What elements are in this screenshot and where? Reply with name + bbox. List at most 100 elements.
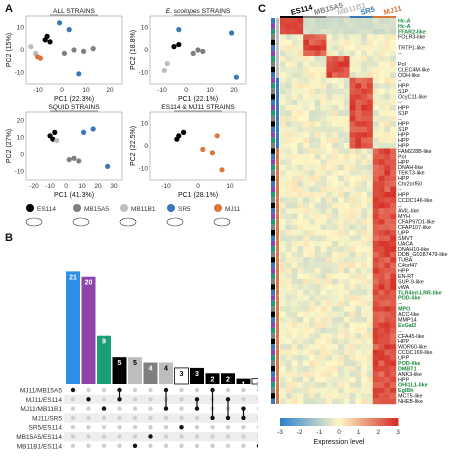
heatmap-cell: [343, 349, 350, 356]
heatmap-cell: [390, 306, 397, 312]
heatmap-cell: [280, 268, 286, 274]
pca-point: [174, 136, 180, 142]
colorbar-segment: [395, 418, 399, 426]
heatmap-row-annotation: [271, 126, 275, 133]
heatmap-row-group: [276, 213, 279, 220]
heatmap-row-label: MMP14: [398, 317, 417, 323]
heatmap-cell: [332, 39, 339, 46]
heatmap-cell: [291, 333, 298, 339]
heatmap-cell: [291, 317, 298, 323]
heatmap-cell: [378, 393, 385, 399]
heatmap-cell: [285, 311, 292, 318]
heatmap-cell: [378, 387, 385, 394]
heatmap-cell: [343, 262, 350, 269]
heatmap-cell: [320, 159, 327, 165]
heatmap-cell: [297, 143, 304, 149]
heatmap-cell: [361, 143, 368, 149]
heatmap-cell: [372, 257, 379, 263]
heatmap-cell: [309, 311, 315, 318]
heatmap-cell: [280, 132, 286, 138]
heatmap-cell: [320, 186, 327, 193]
heatmap-cell: [372, 202, 379, 209]
heatmap-cell: [309, 83, 315, 89]
colorbar-tick: 2: [377, 429, 381, 436]
heatmap-cell: [361, 338, 368, 345]
heatmap-cell: [384, 219, 391, 225]
heatmap-cell: [349, 300, 356, 307]
heatmap-cell: [280, 153, 286, 160]
heatmap-cell: [343, 224, 350, 231]
heatmap-cell: [326, 295, 333, 301]
heatmap-cell: [367, 338, 373, 345]
upset-dot: [132, 397, 138, 402]
heatmap-cell: [378, 278, 385, 285]
heatmap-cell: [326, 349, 333, 356]
heatmap-row-group: [276, 387, 279, 394]
heatmap-cell: [361, 181, 368, 187]
heatmap-row-annotation: [271, 202, 275, 209]
heatmap-cell: [349, 50, 356, 57]
heatmap-cell: [285, 382, 292, 388]
heatmap-cell: [297, 382, 304, 388]
heatmap-cell: [349, 393, 356, 399]
heatmap-cell: [355, 181, 362, 187]
heatmap-cell: [367, 251, 373, 258]
heatmap-cell: [285, 115, 292, 122]
heatmap-cell: [291, 322, 298, 329]
colorbar-segment: [350, 418, 355, 426]
heatmap-cell: [355, 349, 362, 356]
heatmap-cell: [349, 39, 356, 46]
heatmap-cell: [378, 230, 385, 236]
heatmap-cell: [372, 235, 379, 242]
heatmap-cell: [384, 39, 391, 46]
heatmap-cell: [314, 317, 321, 323]
heatmap-cell: [390, 197, 397, 204]
heatmap-row-label: --: [398, 78, 402, 84]
heatmap-cell: [349, 376, 356, 383]
upset-dot: [70, 425, 76, 430]
heatmap-cell: [378, 371, 385, 378]
upset-dot: [179, 387, 184, 393]
colorbar-segment: [294, 418, 299, 426]
heatmap-cell: [367, 28, 373, 35]
heatmap-row-label: --: [398, 51, 402, 57]
heatmap-cell: [280, 382, 286, 388]
heatmap-cell: [303, 61, 310, 68]
heatmap-cell: [303, 175, 310, 182]
heatmap-column-bar: [372, 16, 396, 18]
heatmap-cell: [390, 273, 397, 280]
heatmap-cell: [390, 164, 397, 171]
heatmap-cell: [332, 273, 339, 280]
heatmap-cell: [338, 311, 344, 318]
heatmap-cell: [355, 61, 362, 68]
heatmap-cell: [320, 344, 327, 350]
heatmap-cell: [378, 219, 385, 225]
upset-bar: [221, 373, 235, 384]
heatmap-cell: [297, 77, 304, 84]
heatmap-cell: [297, 159, 304, 165]
heatmap-cell: [338, 382, 344, 388]
upset-dot: [101, 434, 107, 439]
pca-xtick: 0: [64, 183, 68, 190]
heatmap-row-group: [276, 360, 279, 366]
heatmap-cell: [343, 77, 350, 84]
pca-point: [44, 33, 50, 40]
heatmap-cell: [343, 278, 350, 285]
heatmap-cell: [355, 235, 362, 242]
heatmap-cell: [309, 349, 315, 356]
heatmap-cell: [297, 181, 304, 187]
heatmap-cell: [338, 23, 344, 30]
heatmap-cell: [285, 45, 292, 51]
heatmap-cell: [338, 83, 344, 89]
upset-dot: [179, 434, 184, 439]
heatmap-cell: [309, 121, 315, 127]
pca-ylabel-2: PC2 (18.8%): [130, 30, 137, 70]
heatmap-cell: [280, 338, 286, 345]
heatmap-cell: [280, 50, 286, 57]
heatmap-cell: [326, 153, 333, 160]
heatmap-cell: [361, 355, 368, 361]
heatmap-cell: [343, 50, 350, 57]
heatmap-cell: [378, 197, 385, 204]
heatmap-row-group: [276, 240, 279, 247]
heatmap-cell: [285, 219, 292, 225]
